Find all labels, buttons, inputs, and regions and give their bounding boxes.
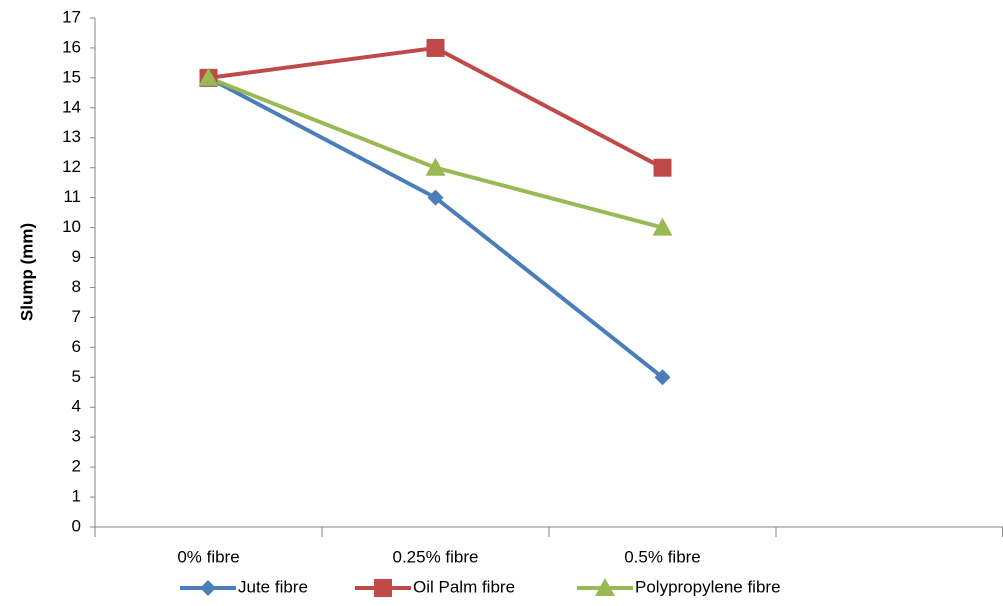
x-tick-label: 0.25% fibre	[393, 547, 479, 566]
legend-marker	[595, 578, 615, 596]
y-tick-label: 16	[62, 37, 81, 56]
legend-marker	[374, 579, 392, 597]
data-point	[198, 67, 219, 86]
y-tick-label: 1	[72, 487, 81, 506]
x-tick-label: 0.5% fibre	[624, 547, 701, 566]
y-tick-label: 0	[72, 516, 81, 535]
y-tick-label: 11	[63, 187, 81, 206]
data-point	[426, 38, 445, 57]
series-line	[208, 45, 664, 170]
data-point	[652, 217, 673, 236]
y-tick-label: 17	[62, 7, 81, 26]
y-tick-label: 14	[62, 97, 81, 116]
legend-label: Jute fibre	[238, 577, 308, 596]
series-line	[207, 76, 664, 379]
data-point	[653, 158, 672, 177]
y-tick-label: 5	[72, 367, 81, 386]
y-tick-label: 13	[62, 127, 81, 146]
legend-label: Oil Palm fibre	[413, 577, 515, 596]
y-tick-label: 10	[62, 217, 81, 236]
y-tick-label: 6	[72, 337, 81, 356]
y-tick-label: 9	[72, 247, 81, 266]
y-tick-label: 8	[72, 277, 81, 296]
data-point	[654, 369, 671, 386]
y-axis-title: Slump (mm)	[17, 223, 36, 321]
y-tick-label: 12	[62, 157, 81, 176]
data-point	[427, 189, 444, 206]
legend-label: Polypropylene fibre	[635, 577, 781, 596]
y-tick-label: 15	[62, 67, 81, 86]
y-tick-label: 2	[72, 457, 81, 476]
x-tick-label: 0% fibre	[177, 547, 239, 566]
data-point	[425, 157, 446, 176]
y-tick-label: 7	[72, 307, 81, 326]
y-tick-label: 4	[72, 397, 81, 416]
y-tick-label: 3	[72, 427, 81, 446]
legend-marker	[200, 580, 216, 596]
